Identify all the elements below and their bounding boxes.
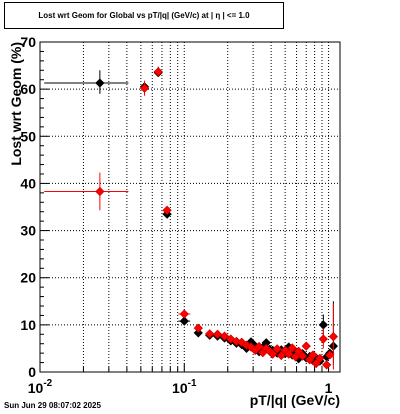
- x-tick-label: 10-2: [28, 378, 53, 396]
- data-point: [328, 332, 339, 342]
- data-point: [284, 349, 294, 359]
- data-point: [193, 328, 203, 338]
- timestamp: Sun Jun 29 08:07:02 2025: [4, 401, 101, 410]
- ticks-layer: [39, 41, 330, 373]
- y-tick-label: 10: [20, 317, 36, 333]
- x-axis-title: pT/|q| (GeV/c): [250, 392, 340, 408]
- data-point: [179, 316, 189, 326]
- title-box: Lost wrt Geom for Global vs pT/|q| (GeV/…: [4, 2, 284, 29]
- data-point: [318, 320, 328, 330]
- data-point: [219, 331, 230, 341]
- data-point: [162, 205, 172, 215]
- data-point: [95, 186, 105, 197]
- data-point: [315, 353, 325, 363]
- data-point: [287, 343, 297, 353]
- data-point: [95, 78, 105, 88]
- data-point: [276, 350, 286, 361]
- data-point: [301, 341, 311, 351]
- chart-title: Lost wrt Geom for Global vs pT/|q| (GeV/…: [38, 11, 250, 20]
- data-point: [268, 349, 278, 359]
- data-point: [153, 67, 163, 77]
- y-tick-label: 50: [20, 128, 36, 144]
- x-tick-label: 10-1: [172, 378, 197, 396]
- y-tick-label: 70: [20, 34, 36, 50]
- data-point: [272, 344, 282, 354]
- y-tick-label: 20: [20, 270, 36, 286]
- series-black: [44, 68, 339, 366]
- plot-frame: [39, 41, 341, 373]
- data-point: [311, 358, 321, 369]
- y-tick-label: 30: [20, 223, 36, 239]
- data-point: [325, 350, 335, 360]
- series-layer: [44, 66, 339, 370]
- data-point: [318, 334, 328, 344]
- data-point: [179, 309, 189, 319]
- data-point: [297, 351, 308, 361]
- data-point: [212, 329, 223, 339]
- x-tick-label: 1: [325, 380, 333, 396]
- grid-layer: [40, 42, 340, 372]
- series-red: [44, 66, 339, 370]
- data-point: [205, 329, 215, 339]
- data-point: [139, 83, 150, 93]
- y-tick-label: 0: [28, 364, 36, 380]
- y-tick-label: 60: [20, 81, 36, 97]
- tick-labels: 0 10 20 30 40 50 60 70 10-2 10-1 1: [20, 34, 332, 396]
- data-point: [254, 341, 264, 352]
- y-tick-label: 40: [20, 175, 36, 191]
- y-axis-title: Lost wrt Geom (%): [8, 42, 24, 166]
- data-point: [193, 323, 203, 333]
- data-point: [308, 350, 318, 360]
- data-point: [322, 360, 332, 370]
